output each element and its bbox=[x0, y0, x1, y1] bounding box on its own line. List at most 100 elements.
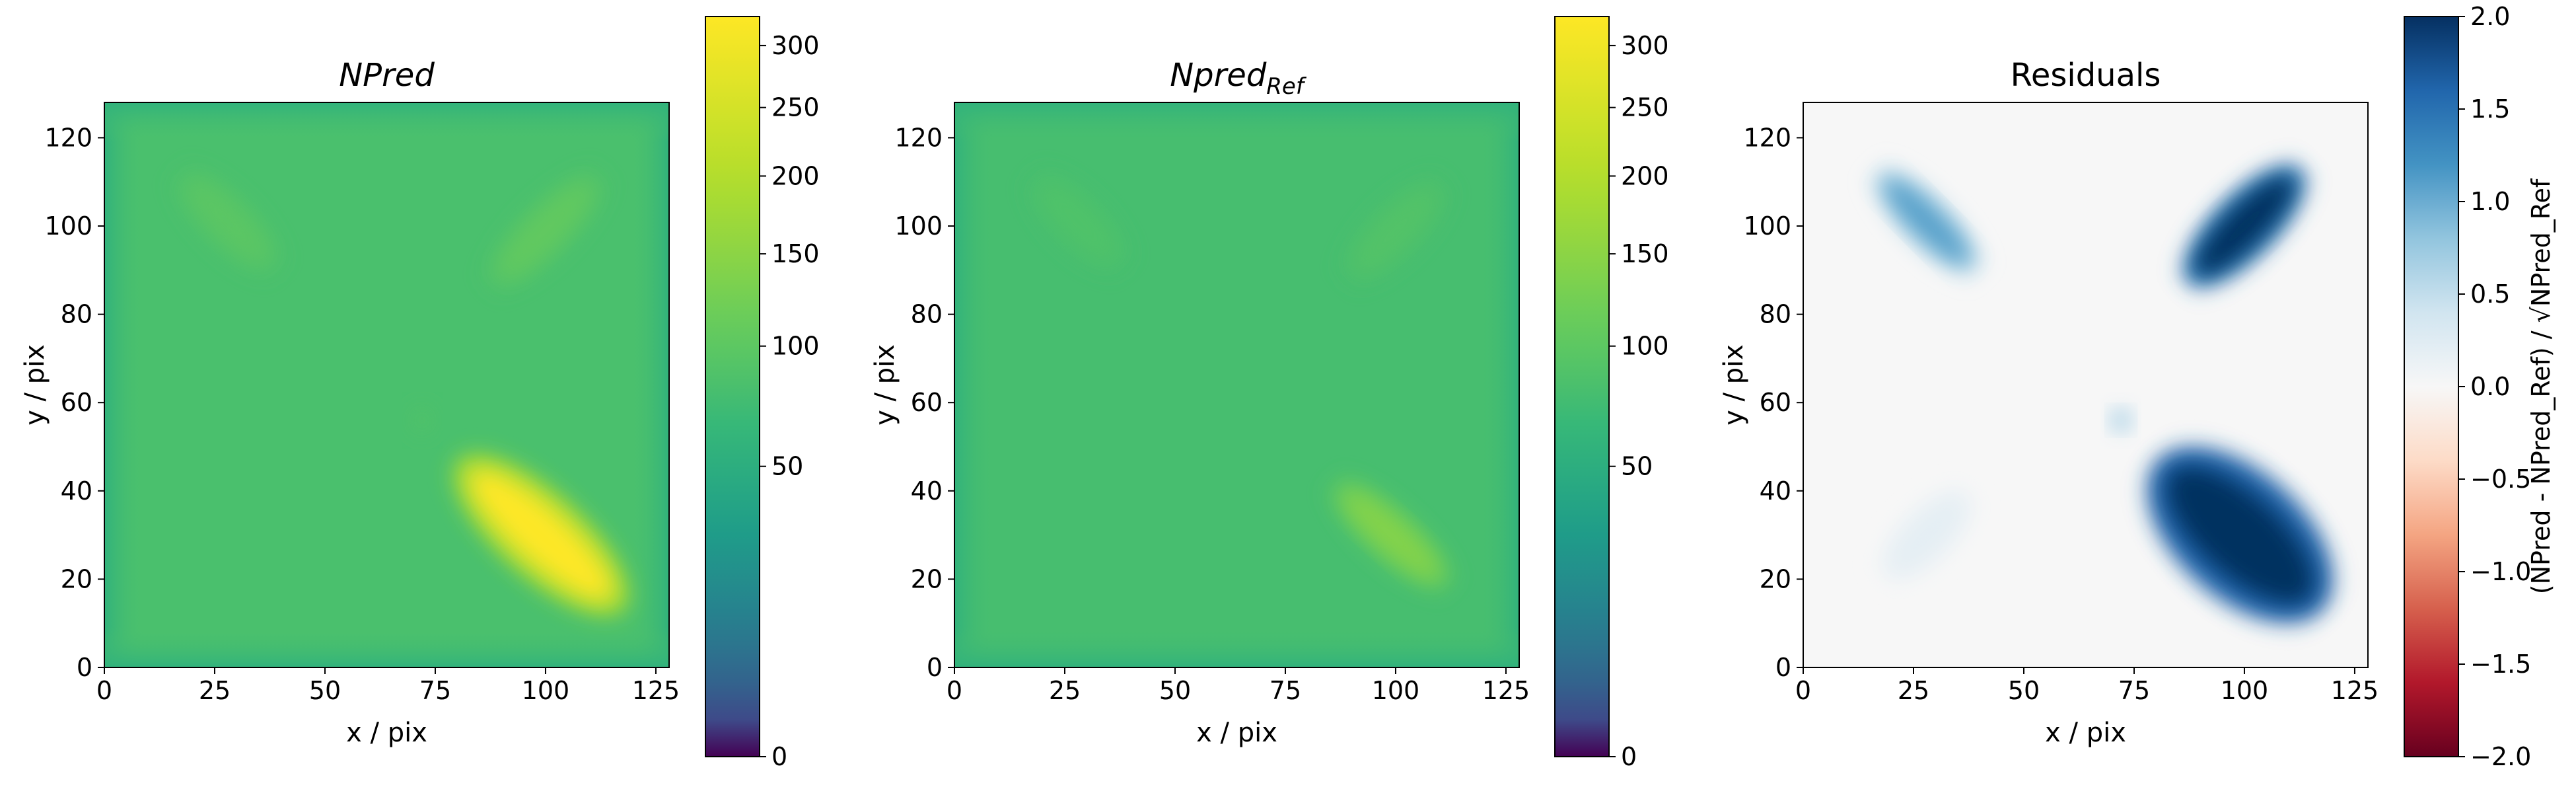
y-tick-label: 100 bbox=[894, 211, 943, 241]
colorbar-tick-label: −1.0 bbox=[2470, 557, 2531, 586]
colorbar-tick-label: 250 bbox=[1621, 93, 1669, 122]
colorbar bbox=[705, 16, 760, 757]
heatmap-blob-3 bbox=[1884, 178, 1970, 265]
x-tick-label: 25 bbox=[1049, 676, 1081, 705]
x-tick-label: 75 bbox=[1270, 676, 1301, 705]
colorbar-tick-label: 2.0 bbox=[2470, 2, 2510, 31]
chart-title-text: Npred bbox=[1170, 57, 1267, 94]
y-tick-label: 60 bbox=[911, 388, 943, 417]
y-tick-label: 120 bbox=[894, 123, 943, 152]
x-tick-label: 25 bbox=[1898, 676, 1929, 705]
x-tick-label: 50 bbox=[1159, 676, 1191, 705]
heatmap-blob-1 bbox=[2166, 467, 2314, 604]
x-tick-label: 25 bbox=[199, 676, 231, 705]
heatmap-blob-1 bbox=[470, 470, 612, 600]
axes-frame bbox=[954, 102, 1520, 668]
heatmap-blob-5 bbox=[1888, 497, 1965, 573]
heatmap-edge bbox=[954, 102, 995, 667]
colorbar-tick-label: 100 bbox=[1621, 332, 1669, 361]
y-axis-label: y / pix bbox=[870, 344, 900, 426]
colorbar-tick-label: −0.5 bbox=[2470, 465, 2531, 494]
x-tick-label: 50 bbox=[309, 676, 341, 705]
chart-title-text: Residuals bbox=[2011, 57, 2161, 94]
panel-3: 0 25 50 75 100 125 0 20 40 60 80 100 120 x / pix y / p… bbox=[1719, 2, 2556, 771]
y-tick-label: 0 bbox=[1775, 653, 1791, 682]
axes-frame bbox=[104, 102, 670, 668]
colorbar bbox=[1554, 16, 1610, 757]
y-tick-label: 120 bbox=[1743, 123, 1791, 152]
y-tick-label: 20 bbox=[911, 564, 943, 593]
y-tick-label: 40 bbox=[1760, 476, 1791, 506]
colorbar-tick-label: −1.5 bbox=[2470, 650, 2531, 679]
y-tick-label: 80 bbox=[911, 300, 943, 329]
colorbar-tick-label: 200 bbox=[771, 161, 820, 190]
x-tick-label: 125 bbox=[1482, 676, 1530, 705]
y-tick-label: 100 bbox=[44, 211, 92, 241]
colorbar bbox=[2404, 16, 2459, 757]
colorbar-tick-label: 300 bbox=[1621, 31, 1669, 60]
y-axis-label: y / pix bbox=[1719, 344, 1749, 426]
heatmap-blob-2 bbox=[1355, 190, 1436, 271]
x-axis-label: x / pix bbox=[2045, 718, 2126, 748]
heatmap bbox=[954, 102, 1519, 667]
heatmap-edge bbox=[104, 102, 145, 667]
colorbar-tick-label: 1.5 bbox=[2470, 94, 2510, 124]
heatmap bbox=[104, 102, 669, 667]
heatmap-blob-3 bbox=[188, 181, 268, 262]
colorbar-tick-label: 150 bbox=[1621, 239, 1669, 268]
axes-frame bbox=[1803, 102, 2369, 668]
x-axis-label: x / pix bbox=[346, 718, 427, 748]
x-tick-label: 75 bbox=[419, 676, 451, 705]
heatmap-blob-3 bbox=[1040, 184, 1116, 259]
y-tick-label: 40 bbox=[911, 476, 943, 506]
heatmap-edge bbox=[1479, 102, 1519, 667]
y-tick-label: 80 bbox=[61, 300, 92, 329]
y-tick-label: 120 bbox=[44, 123, 92, 152]
heatmap-blob-2 bbox=[499, 184, 592, 277]
chart-title: Residuals bbox=[2011, 57, 2161, 94]
y-tick-label: 60 bbox=[1760, 388, 1791, 417]
y-tick-label: 40 bbox=[61, 476, 92, 506]
x-tick-label: 0 bbox=[1795, 676, 1811, 705]
x-tick-label: 75 bbox=[2118, 676, 2150, 705]
y-tick-label: 20 bbox=[1760, 564, 1791, 593]
y-tick-label: 20 bbox=[61, 564, 92, 593]
x-tick-label: 0 bbox=[947, 676, 962, 705]
colorbar-tick-label: 300 bbox=[771, 31, 820, 60]
heatmap-blob-4 bbox=[2112, 411, 2129, 430]
colorbar-tick-label: 1.0 bbox=[2470, 187, 2510, 216]
x-tick-label: 100 bbox=[2221, 676, 2269, 705]
colorbar-tick-label: 0.0 bbox=[2470, 372, 2510, 401]
chart-title: NpredRef bbox=[1170, 57, 1307, 100]
colorbar-tick-label: 0 bbox=[771, 742, 787, 771]
colorbar-tick-label: 0.5 bbox=[2470, 280, 2510, 309]
chart-title-text: NPred bbox=[339, 57, 435, 94]
colorbar-tick-label: 0 bbox=[1621, 742, 1637, 771]
x-tick-label: 50 bbox=[2008, 676, 2040, 705]
x-tick-label: 100 bbox=[1372, 676, 1420, 705]
x-axis-label: x / pix bbox=[1196, 718, 1277, 748]
heatmap-edge bbox=[104, 102, 669, 143]
heatmap-edge bbox=[954, 627, 1519, 667]
colorbar-tick-label: 100 bbox=[771, 332, 820, 361]
y-tick-label: 0 bbox=[927, 653, 943, 682]
panel-1: 0 25 50 75 100 125 0 20 40 60 80 100 120 x / pix y / p… bbox=[20, 16, 820, 771]
colorbar-tick-label: 150 bbox=[771, 239, 820, 268]
heatmap-edge bbox=[104, 627, 669, 667]
colorbar-tick-label: 250 bbox=[771, 93, 820, 122]
colorbar-tick-label: −2.0 bbox=[2470, 742, 2531, 771]
x-tick-label: 100 bbox=[522, 676, 570, 705]
chart-title: NPred bbox=[339, 57, 435, 94]
heatmap-blob-4 bbox=[413, 411, 431, 430]
colorbar-tick-label: 50 bbox=[1621, 452, 1653, 481]
heatmap-blob-2 bbox=[2195, 176, 2294, 276]
colorbar-label: (NPred - NPred_Ref) / √NPred_Ref bbox=[2526, 178, 2556, 594]
heatmap-blob-1 bbox=[1343, 491, 1439, 579]
y-tick-label: 60 bbox=[61, 388, 92, 417]
colorbar-tick-label: 50 bbox=[771, 452, 803, 481]
heatmap-edge bbox=[954, 102, 1519, 143]
y-tick-label: 80 bbox=[1760, 300, 1791, 329]
y-axis-label: y / pix bbox=[20, 344, 50, 426]
heatmap bbox=[1803, 102, 2368, 667]
